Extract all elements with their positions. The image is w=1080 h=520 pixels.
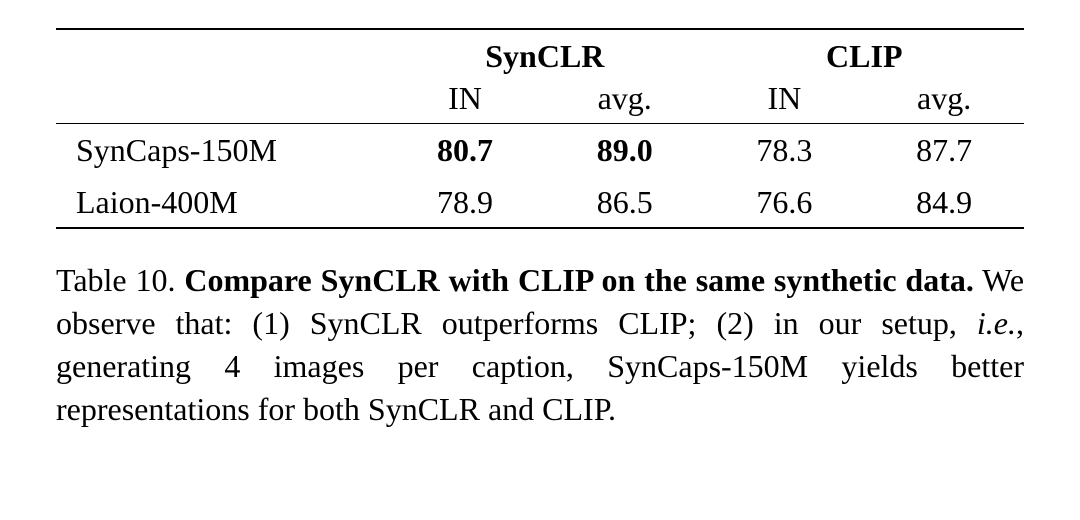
cell: 87.7 bbox=[864, 124, 1024, 176]
subcol-clip-in: IN bbox=[705, 77, 865, 124]
cell: 78.9 bbox=[385, 176, 545, 228]
caption-title: Compare SynCLR with CLIP on the same syn… bbox=[184, 262, 974, 298]
cell: 89.0 bbox=[545, 124, 705, 176]
group-header-clip: CLIP bbox=[705, 29, 1024, 77]
subcol-synclr-avg: avg. bbox=[545, 77, 705, 124]
caption-lead: Table 10. bbox=[56, 262, 184, 298]
cell: 80.7 bbox=[385, 124, 545, 176]
row-label-laion: Laion-400M bbox=[56, 176, 385, 228]
group-header-synclr: SynCLR bbox=[385, 29, 704, 77]
cell: 78.3 bbox=[705, 124, 865, 176]
subcol-synclr-in: IN bbox=[385, 77, 545, 124]
cell: 84.9 bbox=[864, 176, 1024, 228]
results-table: SynCLR CLIP IN avg. IN avg. SynCaps-150M… bbox=[56, 28, 1024, 229]
table-row: Laion-400M 78.9 86.5 76.6 84.9 bbox=[56, 176, 1024, 228]
header-sub-row: IN avg. IN avg. bbox=[56, 77, 1024, 124]
results-table-container: SynCLR CLIP IN avg. IN avg. SynCaps-150M… bbox=[56, 28, 1024, 229]
subcol-clip-avg: avg. bbox=[864, 77, 1024, 124]
cell: 86.5 bbox=[545, 176, 705, 228]
caption-ie: i.e. bbox=[977, 305, 1016, 341]
row-label-syncaps: SynCaps-150M bbox=[56, 124, 385, 176]
cell: 76.6 bbox=[705, 176, 865, 228]
header-group-row: SynCLR CLIP bbox=[56, 29, 1024, 77]
table-row: SynCaps-150M 80.7 89.0 78.3 87.7 bbox=[56, 124, 1024, 176]
table-caption: Table 10. Compare SynCLR with CLIP on th… bbox=[56, 259, 1024, 431]
